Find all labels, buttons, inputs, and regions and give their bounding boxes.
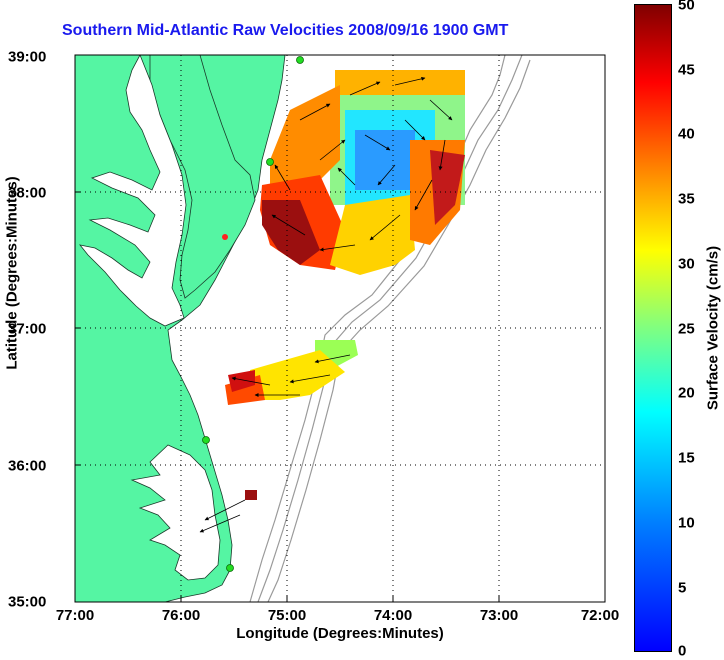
velocity-field-south	[225, 340, 358, 500]
axis-tick-marks	[75, 191, 500, 602]
x-tick: 73:00	[479, 607, 519, 624]
colorbar	[634, 4, 672, 652]
y-tick: 39:00	[8, 48, 47, 66]
x-tick: 77:00	[55, 607, 95, 624]
colorbar-tick: 5	[678, 579, 687, 597]
map-title: Southern Mid-Atlantic Raw Velocities 200…	[62, 22, 509, 39]
y-axis-label: Latitude (Degrees:Minutes)	[3, 176, 21, 370]
radar-site	[226, 564, 234, 572]
bathymetry-contours	[249, 55, 531, 602]
y-tick: 38:00	[8, 184, 47, 202]
colorbar-tick: 30	[678, 255, 695, 273]
velocity-field-north	[260, 70, 465, 275]
y-tick: 36:00	[8, 457, 47, 475]
colorbar-tick: 0	[678, 642, 687, 660]
colorbar-tick: 35	[678, 190, 695, 208]
x-tick: 74:00	[373, 607, 413, 624]
y-tick: 37:00	[8, 320, 47, 338]
radar-site	[296, 56, 304, 64]
chesapeake-bay	[79, 55, 187, 327]
colorbar-tick: 50	[678, 0, 695, 14]
radar-site-red[interactable]	[222, 234, 228, 240]
delmarva-peninsula	[149, 55, 256, 299]
radar-site	[266, 158, 274, 166]
colorbar-tick: 20	[678, 384, 695, 402]
radar-sites[interactable]	[202, 56, 304, 572]
x-tick: 75:00	[267, 607, 307, 624]
colorbar-tick: 25	[678, 320, 695, 338]
map-grid	[75, 55, 605, 602]
colorbar-tick: 15	[678, 449, 695, 467]
y-tick: 35:00	[8, 593, 47, 611]
colorbar-tick: 45	[678, 61, 695, 79]
x-tick: 76:00	[161, 607, 201, 624]
pamlico-sound	[130, 444, 221, 581]
colorbar-label: Surface Velocity (cm/s)	[704, 245, 722, 411]
x-tick: 72:00	[580, 607, 620, 624]
colorbar-tick: 10	[678, 514, 695, 532]
x-axis-label: Longitude (Degrees:Minutes)	[236, 625, 444, 642]
colorbar-tick: 40	[678, 125, 695, 143]
radar-site	[202, 436, 210, 444]
